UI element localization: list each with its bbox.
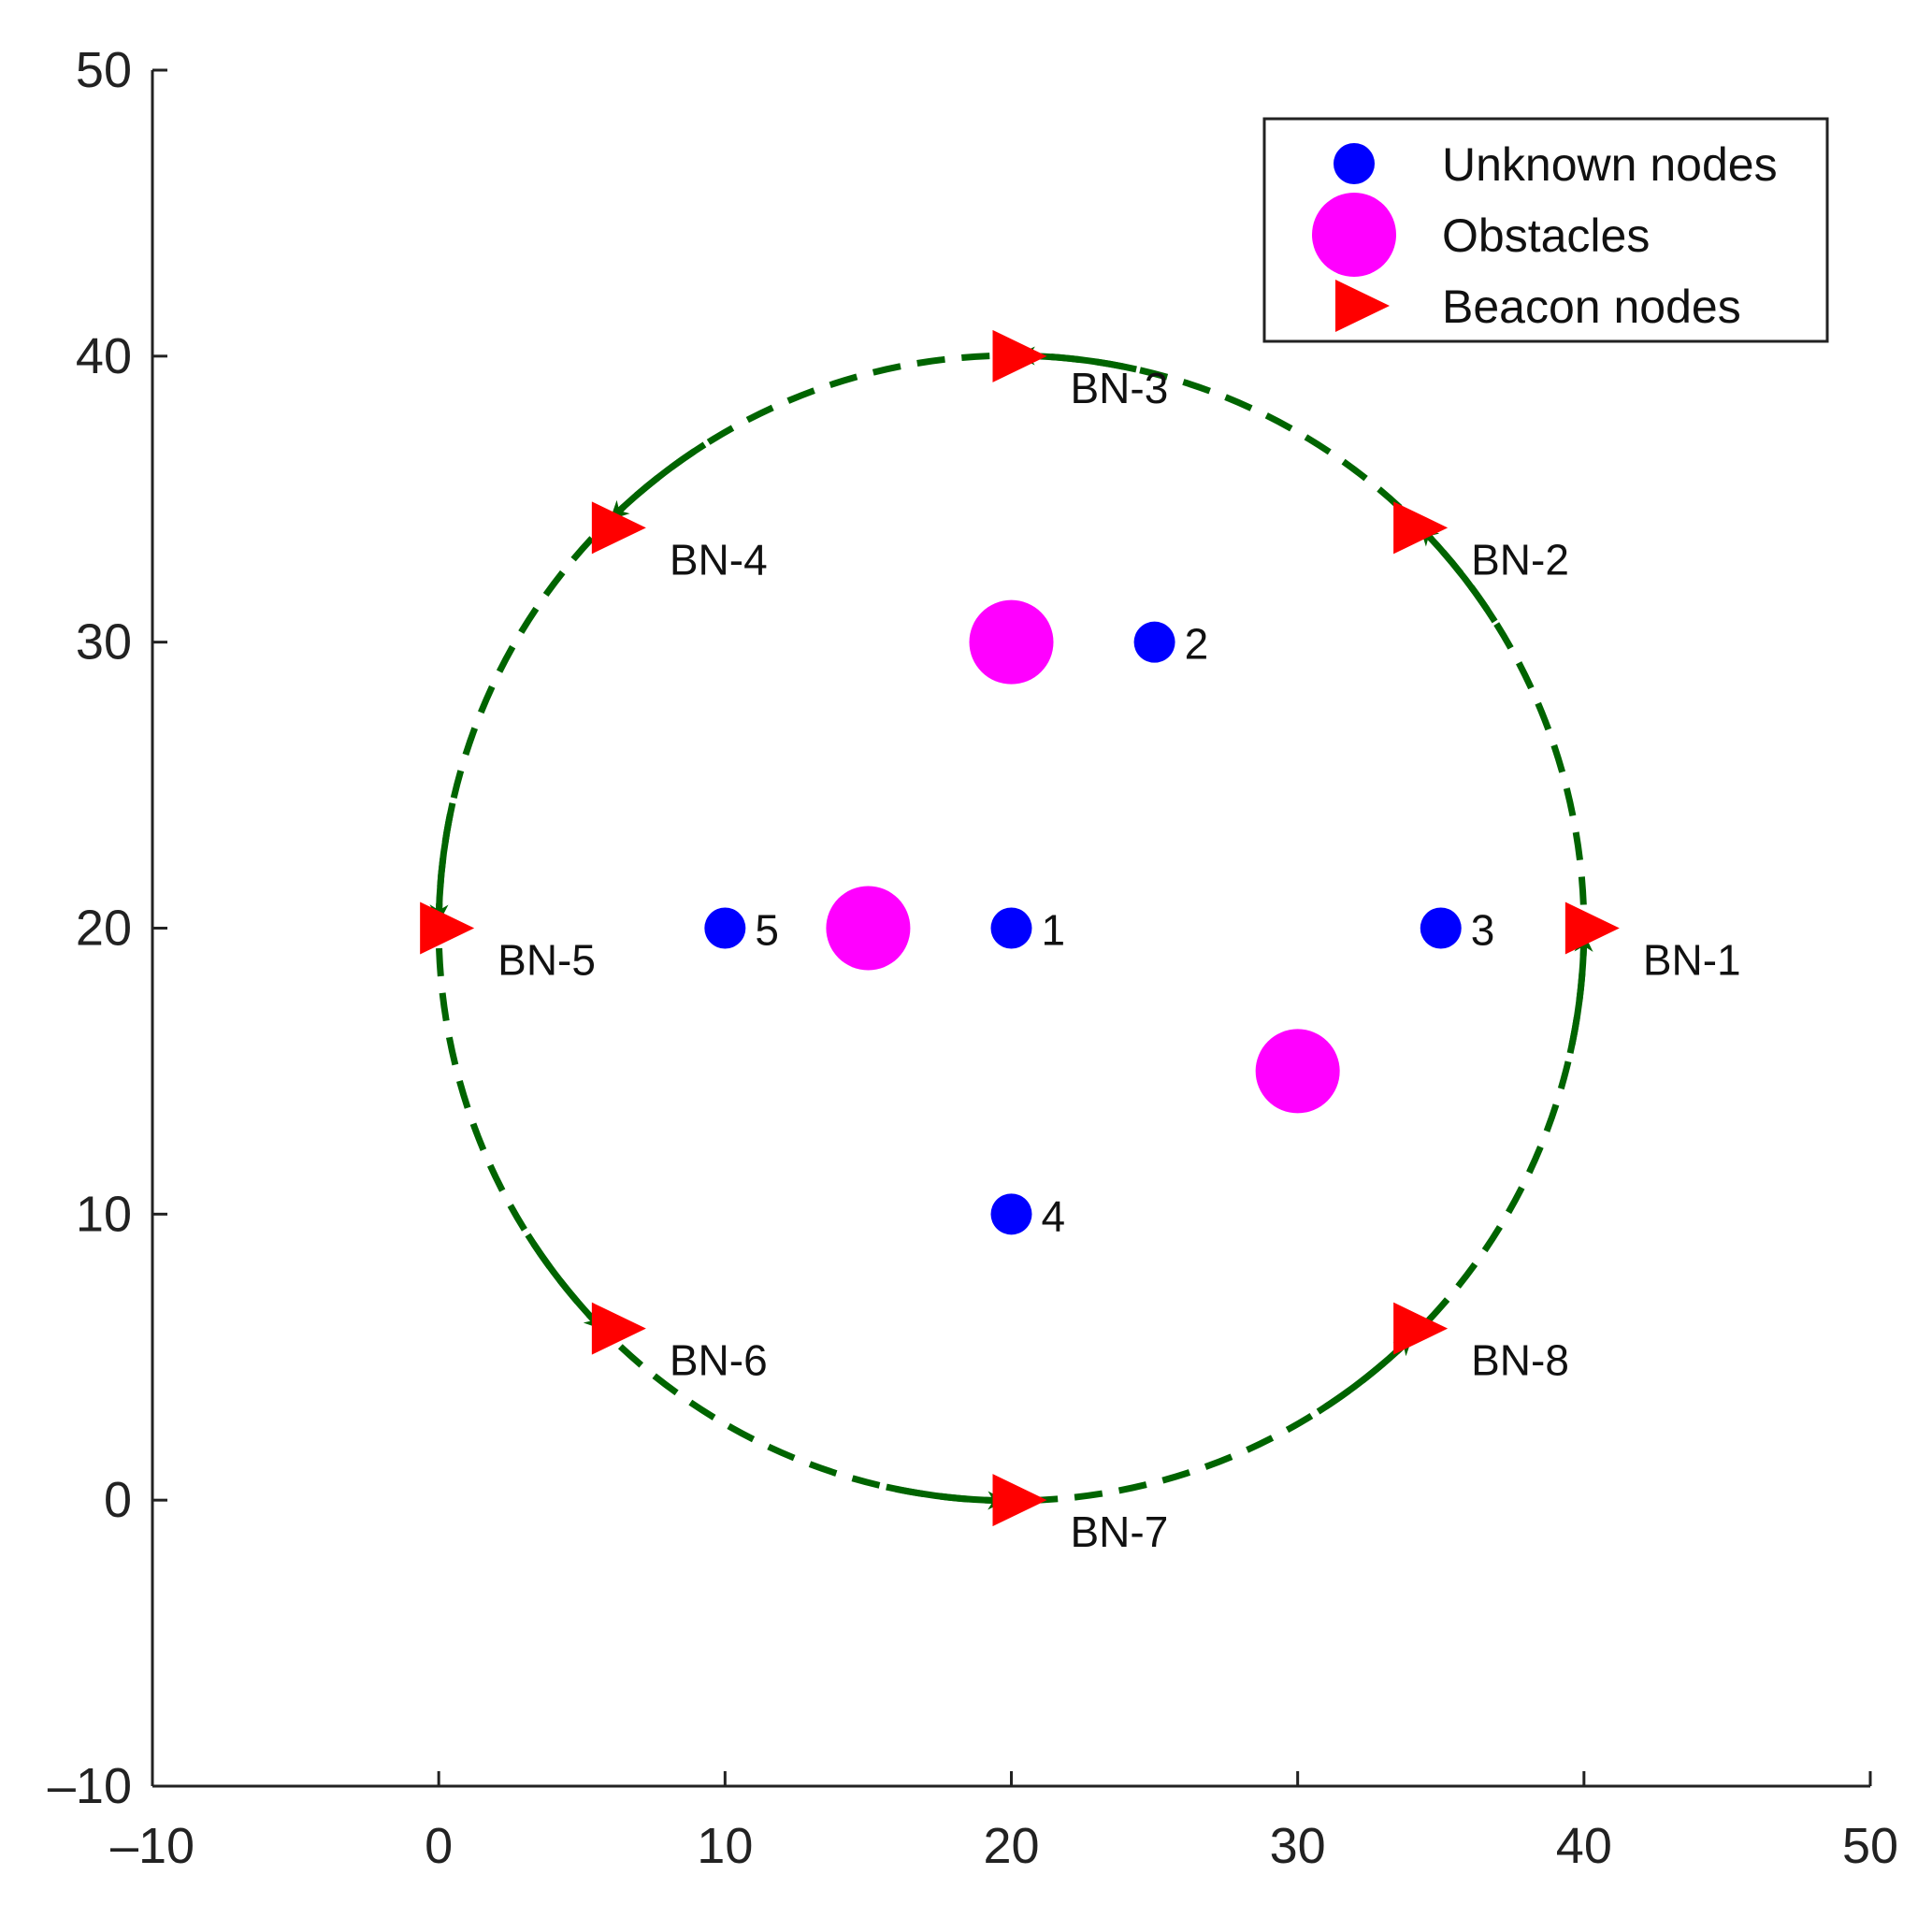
beacon-node-label: BN-4 [670, 535, 768, 584]
x-tick-label: 20 [983, 1818, 1039, 1874]
x-tick-label: 30 [1270, 1818, 1326, 1874]
legend-entry-label: Beacon nodes [1442, 281, 1741, 333]
unknown-node-label: 1 [1042, 906, 1066, 955]
beacon-node-point [992, 329, 1047, 382]
y-tick-label: 10 [76, 1186, 132, 1242]
beacon-node-point [1393, 501, 1449, 555]
legend-unknown-node-icon [1334, 143, 1375, 184]
beacon-node-label: BN-1 [1643, 936, 1741, 985]
beacon-node-point [1393, 1302, 1449, 1355]
obstacle-point [969, 599, 1054, 685]
axes: –10 0 10 20 30 40 50 –10 0 10 20 30 40 50 [48, 42, 1898, 1874]
y-tick-label: –10 [48, 1758, 132, 1814]
beacon-node-point [420, 901, 475, 955]
unknown-node-label: 4 [1042, 1191, 1066, 1240]
path-arrow-bn-7 [886, 1483, 1007, 1510]
beacon-node-label: BN-5 [497, 936, 596, 985]
unknown-node-point [704, 907, 746, 949]
beacon-node-label: BN-6 [670, 1336, 768, 1385]
unknown-node-label: 5 [755, 906, 779, 955]
legend: Unknown nodes Obstacles Beacon nodes [1262, 117, 1829, 343]
data-points: 1 2 3 4 5 BN-1 BN-2 BN-3 BN-4 BN-5 BN-6 BN-7 BN-8 [420, 329, 1741, 1556]
unknown-node-label: 3 [1471, 906, 1495, 955]
y-tick-label: 20 [76, 901, 132, 957]
x-tick-label: –10 [110, 1818, 195, 1874]
beacon-node-point [591, 1302, 646, 1355]
obstacle-point [1255, 1029, 1340, 1114]
unknown-node-point [1133, 621, 1175, 663]
beacon-node-label: BN-8 [1471, 1336, 1569, 1385]
y-tick-label: 30 [76, 614, 132, 671]
x-tick-label: 50 [1842, 1818, 1898, 1874]
x-tick-label: 0 [425, 1818, 453, 1874]
beacon-node-label: BN-7 [1071, 1507, 1169, 1556]
beacon-node-point [591, 501, 646, 555]
legend-entry-label: Obstacles [1442, 209, 1650, 262]
unknown-node-label: 2 [1185, 620, 1209, 669]
obstacle-point [826, 886, 911, 971]
unknown-node-point [1420, 907, 1462, 949]
legend-beacon-node-icon [1335, 280, 1390, 332]
beacon-node-point [992, 1474, 1047, 1527]
path-arrow-bn-1 [1566, 932, 1593, 1054]
y-tick-label: 50 [76, 42, 132, 98]
legend-entry-label: Unknown nodes [1442, 138, 1778, 191]
beacon-node-label: BN-3 [1071, 364, 1169, 412]
y-tick-label: 0 [104, 1472, 132, 1528]
path-arrow-bn-6 [525, 1233, 603, 1330]
beacon-node-point [1564, 901, 1620, 955]
path-arrow-bn-4 [610, 441, 707, 520]
y-tick-label: 40 [76, 328, 132, 384]
unknown-node-point [990, 907, 1032, 949]
path-arrow-bn-5 [429, 802, 456, 924]
x-tick-label: 40 [1556, 1818, 1612, 1874]
legend-obstacle-icon [1312, 193, 1396, 277]
beacon-node-label: BN-2 [1471, 535, 1569, 584]
x-tick-label: 10 [697, 1818, 753, 1874]
unknown-node-point [990, 1193, 1032, 1235]
